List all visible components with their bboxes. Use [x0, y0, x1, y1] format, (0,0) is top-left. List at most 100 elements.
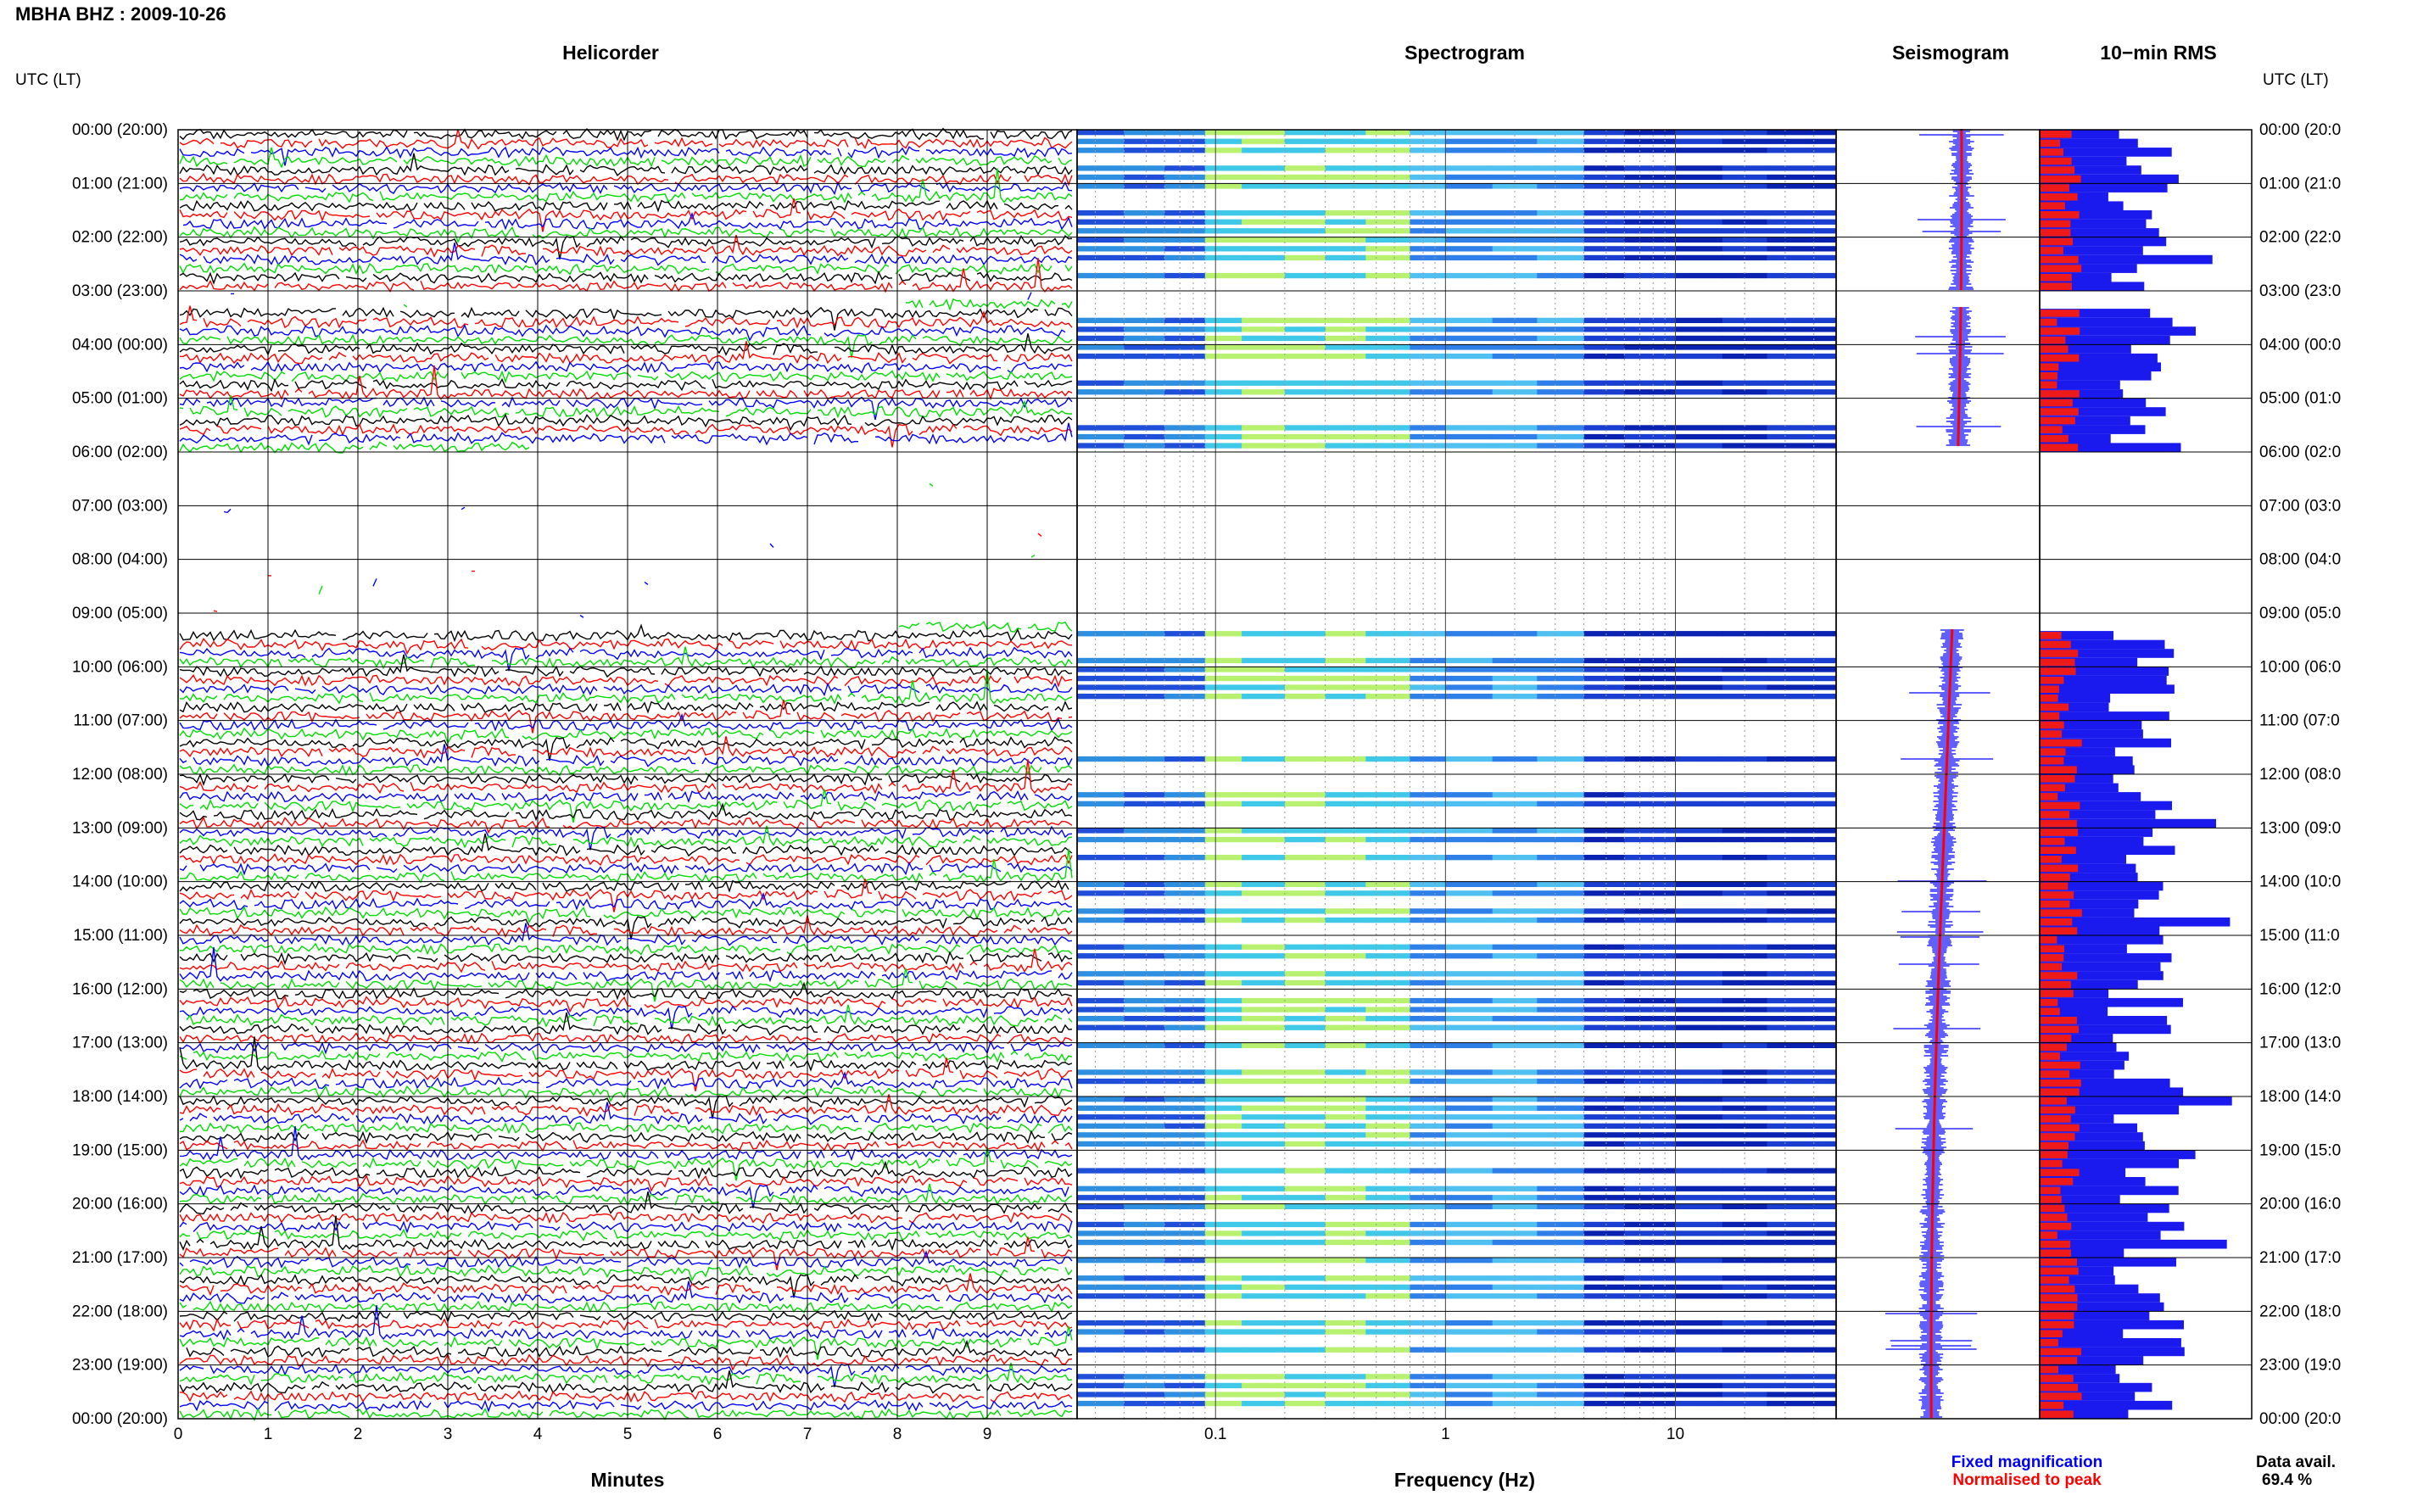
spectrogram-cell	[1204, 1275, 1242, 1281]
spectrogram-cell	[1164, 1239, 1206, 1246]
spectrogram-cell	[1537, 1275, 1585, 1281]
legend-fixed-magnification: Fixed magnification	[1951, 1453, 2102, 1471]
spectrogram-cell	[1445, 1382, 1494, 1389]
spectrogram-cell	[1624, 389, 1676, 395]
rms-bar	[2040, 720, 2142, 730]
spectrogram-cell	[1204, 326, 1242, 332]
spectrogram-cell	[1365, 667, 1410, 672]
spectrogram-cell	[1767, 1132, 1837, 1138]
spectrogram-cell	[1675, 675, 1723, 682]
spectrogram-cell	[1204, 272, 1242, 279]
rms-bar	[2040, 1364, 2116, 1375]
spectrogram-cell	[1537, 272, 1585, 279]
helicorder-trace	[186, 1004, 1073, 1028]
spectrogram-cell	[1242, 1096, 1286, 1102]
rms-normalised-bar	[2040, 390, 2080, 398]
rms-bar	[2040, 174, 2179, 184]
spectrogram-cell	[1767, 1168, 1837, 1174]
spectrogram-cell	[1077, 1114, 1125, 1120]
spectrogram-cell	[1204, 165, 1242, 171]
spectrogram-cell	[1767, 219, 1837, 225]
spectrogram-cell	[1492, 801, 1538, 806]
spectrogram-cell	[1675, 326, 1723, 332]
spectrogram-cell	[1284, 1239, 1326, 1246]
spectrogram-cell	[1767, 1114, 1837, 1120]
helicorder-trace	[403, 298, 1073, 311]
spectrogram-cell	[1284, 1284, 1326, 1290]
spectrogram-cell	[1722, 237, 1767, 243]
spectrogram-cell	[1675, 1114, 1723, 1120]
helicorder-trace	[179, 198, 1073, 232]
spectrogram-cell	[1325, 254, 1366, 261]
spectrogram-cell	[1365, 165, 1410, 171]
spectrogram-cell	[1583, 1382, 1625, 1389]
spectrogram-cell	[1284, 219, 1326, 225]
spectrogram-cell	[1537, 944, 1585, 950]
spectrogram-cell	[1583, 801, 1625, 806]
spectrogram-cell	[1124, 828, 1165, 834]
spectrogram-cell	[1445, 997, 1494, 1004]
spectrogram-cell	[1537, 1230, 1585, 1236]
rms-normalised-bar	[2040, 1249, 2071, 1257]
spectrogram-cell	[1410, 917, 1446, 923]
spectrogram-cell	[1365, 1141, 1410, 1147]
spectrogram-cell	[1410, 971, 1446, 977]
helicorder-trace	[179, 1353, 1073, 1371]
spectrogram-cell	[1492, 228, 1538, 234]
spectrogram-cell	[1204, 380, 1242, 386]
spectrogram-cell	[1284, 130, 1326, 136]
rms-normalised-bar	[2040, 1231, 2057, 1239]
spectrogram-cell	[1767, 1320, 1837, 1326]
helicorder-trace	[179, 727, 1073, 745]
spectrogram-cell	[1325, 210, 1366, 216]
rms-bar	[2040, 845, 2175, 855]
minute-tick-label: 3	[444, 1426, 453, 1443]
helicorder-trace	[179, 736, 1073, 759]
spectrogram-cell	[1325, 1141, 1366, 1147]
spectrogram-cell	[1077, 1105, 1125, 1111]
spectrogram-cell	[1537, 881, 1585, 887]
spectrogram-cell	[1624, 165, 1676, 171]
spectrogram-cell	[1624, 1239, 1676, 1246]
spectrogram-cell	[1325, 380, 1366, 386]
spectrogram-cell	[1410, 801, 1446, 806]
spectrogram-cell	[1537, 443, 1585, 449]
hour-tick-label: 07:00 (03:00)	[72, 497, 168, 515]
hour-tick-label: 12:00 (08:00)	[72, 766, 168, 784]
hour-tick-label-right: 06:00 (02:0	[2259, 444, 2341, 461]
spectrogram-cell	[1624, 792, 1676, 798]
spectrogram-cell	[1365, 148, 1410, 153]
spectrogram-cell	[1284, 997, 1326, 1004]
spectrogram-cell	[1583, 335, 1625, 342]
spectrogram-cell	[1767, 246, 1837, 252]
rms-bar	[2040, 1239, 2227, 1249]
rms-bar	[2040, 443, 2181, 452]
spectrogram-cell	[1242, 1141, 1286, 1147]
spectrogram-cell	[1077, 1347, 1125, 1353]
rms-normalised-bar	[2040, 1285, 2075, 1293]
spectrogram-cell	[1242, 1230, 1286, 1236]
spectrogram-cell	[1767, 443, 1837, 449]
spectrogram-cell	[1675, 272, 1723, 279]
spectrogram-cell	[1077, 908, 1125, 914]
spectrogram-cell	[1675, 1042, 1723, 1048]
spectrogram-cell	[1445, 1400, 1494, 1407]
spectrogram-cell	[1325, 1400, 1366, 1407]
spectrogram-cell	[1410, 1168, 1446, 1174]
rms-bar	[2040, 407, 2166, 416]
rms-bar	[2040, 228, 2159, 237]
spectrogram-cell	[1722, 272, 1767, 279]
spectrogram-cell	[1537, 148, 1585, 153]
spectrogram-cell	[1124, 1374, 1165, 1380]
spectrogram-cell	[1445, 183, 1494, 189]
spectrogram-cell	[1204, 1007, 1242, 1013]
rms-normalised-bar	[2040, 310, 2080, 317]
hour-tick-label: 01:00 (21:00)	[72, 175, 168, 192]
helicorder-trace	[179, 825, 1073, 849]
helicorder-trace	[179, 981, 1073, 1001]
spectrogram-cell	[1077, 165, 1125, 171]
spectrogram-cell	[1675, 953, 1723, 959]
spectrogram-cell	[1624, 237, 1676, 243]
spectrogram-cell	[1675, 1221, 1723, 1228]
spectrogram-cell	[1410, 1239, 1446, 1246]
